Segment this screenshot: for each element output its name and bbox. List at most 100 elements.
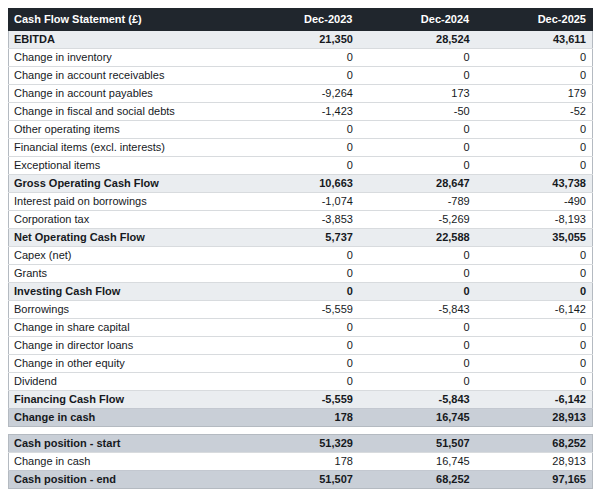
table-row: Interest paid on borrowings-1,074-789-49… — [9, 193, 593, 211]
table-row: Gross Operating Cash Flow10,66328,64743,… — [9, 175, 593, 193]
row-label: Borrowings — [9, 301, 243, 319]
cell-value: -789 — [359, 193, 476, 211]
cell-value: -5,843 — [359, 301, 476, 319]
table-row: Financing Cash Flow-5,559-5,843-6,142 — [9, 391, 593, 409]
cell-value: 0 — [359, 319, 476, 337]
cell-value: -9,264 — [242, 85, 359, 103]
table-title: Cash Flow Statement (£) — [9, 9, 243, 31]
table-row: Capex (net)000 — [9, 247, 593, 265]
cell-value: 28,913 — [476, 409, 593, 427]
cell-value: 22,588 — [359, 229, 476, 247]
row-label: Change in account receivables — [9, 67, 243, 85]
table-row: Financial items (excl. interests)000 — [9, 139, 593, 157]
row-label: Grants — [9, 265, 243, 283]
cell-value: -3,853 — [242, 211, 359, 229]
table-row: Investing Cash Flow000 — [9, 283, 593, 301]
cell-value: 0 — [476, 139, 593, 157]
row-label: EBITDA — [9, 31, 243, 49]
cell-value: 0 — [476, 319, 593, 337]
table-row: Change in other equity000 — [9, 355, 593, 373]
cell-value: 68,252 — [476, 435, 593, 453]
cell-value: 0 — [476, 67, 593, 85]
cell-value: 0 — [476, 373, 593, 391]
row-label: Gross Operating Cash Flow — [9, 175, 243, 193]
row-label: Change in account payables — [9, 85, 243, 103]
cell-value: 16,745 — [359, 409, 476, 427]
row-label: Financial items (excl. interests) — [9, 139, 243, 157]
cell-value: 16,745 — [359, 453, 476, 471]
cell-value: -5,559 — [242, 391, 359, 409]
cell-value: -6,142 — [476, 301, 593, 319]
cell-value: -50 — [359, 103, 476, 121]
table-row: Change in share capital000 — [9, 319, 593, 337]
table-row: Cash position - end51,50768,25297,165 — [9, 471, 593, 489]
cell-value: 5,737 — [242, 229, 359, 247]
cell-value: -490 — [476, 193, 593, 211]
row-label: Net Operating Cash Flow — [9, 229, 243, 247]
cell-value: 97,165 — [476, 471, 593, 489]
cell-value: 0 — [242, 283, 359, 301]
row-label: Other operating items — [9, 121, 243, 139]
cell-value: 0 — [476, 247, 593, 265]
cell-value: 0 — [359, 373, 476, 391]
row-label: Change in cash — [9, 409, 243, 427]
cell-value: 0 — [242, 373, 359, 391]
cash-flow-table: Cash Flow Statement (£) Dec-2023 Dec-202… — [8, 8, 593, 427]
cash-position-table: Cash position - start51,32951,50768,252C… — [8, 434, 593, 489]
cell-value: 0 — [242, 337, 359, 355]
row-label: Cash position - end — [9, 471, 243, 489]
table-row: Corporation tax-3,853-5,269-8,193 — [9, 211, 593, 229]
table-row: Change in fiscal and social debts-1,423-… — [9, 103, 593, 121]
cell-value: 0 — [359, 139, 476, 157]
cell-value: 0 — [476, 265, 593, 283]
table-row: Borrowings-5,559-5,843-6,142 — [9, 301, 593, 319]
cell-value: 0 — [359, 283, 476, 301]
cell-value: 0 — [242, 265, 359, 283]
cell-value: 43,738 — [476, 175, 593, 193]
cell-value: 51,507 — [242, 471, 359, 489]
row-label: Change in share capital — [9, 319, 243, 337]
cell-value: -1,423 — [242, 103, 359, 121]
cell-value: 10,663 — [242, 175, 359, 193]
cell-value: 0 — [359, 265, 476, 283]
cell-value: -8,193 — [476, 211, 593, 229]
table-row: EBITDA21,35028,52443,611 — [9, 31, 593, 49]
table-row: Change in account receivables000 — [9, 67, 593, 85]
row-label: Change in director loans — [9, 337, 243, 355]
row-label: Exceptional items — [9, 157, 243, 175]
cell-value: 0 — [359, 247, 476, 265]
table-row: Change in cash17816,74528,913 — [9, 409, 593, 427]
cell-value: 0 — [476, 283, 593, 301]
table-row: Dividend000 — [9, 373, 593, 391]
cell-value: 0 — [242, 319, 359, 337]
cell-value: 28,524 — [359, 31, 476, 49]
cell-value: 28,647 — [359, 175, 476, 193]
row-label: Cash position - start — [9, 435, 243, 453]
row-label: Corporation tax — [9, 211, 243, 229]
cell-value: 0 — [242, 157, 359, 175]
cell-value: 0 — [359, 337, 476, 355]
row-label: Change in other equity — [9, 355, 243, 373]
table-row: Change in inventory000 — [9, 49, 593, 67]
cell-value: 178 — [242, 453, 359, 471]
cell-value: 0 — [242, 49, 359, 67]
cell-value: 68,252 — [359, 471, 476, 489]
cell-value: 178 — [242, 409, 359, 427]
cell-value: 0 — [359, 355, 476, 373]
cell-value: -5,269 — [359, 211, 476, 229]
table-row: Change in director loans000 — [9, 337, 593, 355]
cell-value: 0 — [476, 337, 593, 355]
cell-value: -1,074 — [242, 193, 359, 211]
cell-value: 0 — [359, 67, 476, 85]
cell-value: 28,913 — [476, 453, 593, 471]
cell-value: 21,350 — [242, 31, 359, 49]
cell-value: -6,142 — [476, 391, 593, 409]
cell-value: 0 — [242, 247, 359, 265]
cell-value: 0 — [476, 355, 593, 373]
column-header-dec-2023: Dec-2023 — [242, 9, 359, 31]
row-label: Capex (net) — [9, 247, 243, 265]
cell-value: 173 — [359, 85, 476, 103]
cell-value: 0 — [359, 157, 476, 175]
row-label: Change in cash — [9, 453, 243, 471]
cell-value: 51,329 — [242, 435, 359, 453]
